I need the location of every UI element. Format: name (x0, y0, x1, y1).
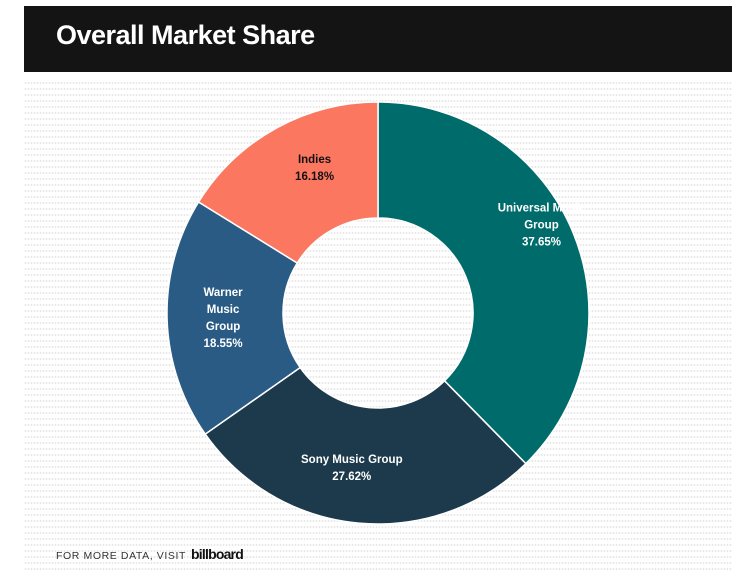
slice-name-label: Universal Music (498, 202, 586, 214)
slice-2 (166, 200, 302, 436)
slice-name-label: Warner (203, 287, 243, 299)
slice-value-label: 16.18% (295, 171, 334, 183)
billboard-logo[interactable]: billboard (191, 546, 244, 562)
slice-name-label: Group (206, 321, 241, 333)
slice-1 (204, 366, 527, 525)
slice-label-0: Universal Music Group 37.65% (498, 202, 586, 248)
slice-0 (377, 101, 590, 465)
slice-label-2: Warner Music Group 18.55% (203, 287, 243, 350)
slice-value-label: 18.55% (204, 338, 243, 350)
slice-name-label: Group (524, 219, 559, 231)
footer: FOR MORE DATA, VISIT billboard (56, 546, 244, 562)
title-bar: Overall Market Share (24, 6, 732, 72)
slice-value-label: 27.62% (332, 471, 371, 483)
slice-value-label: 37.65% (522, 236, 561, 248)
footer-text: FOR MORE DATA, VISIT (56, 550, 187, 562)
slice-3 (197, 101, 379, 265)
slice-name-label: Indies (298, 154, 331, 166)
slice-name-label: Music (207, 304, 240, 316)
slice-label-1: Sony Music Group 27.62% (301, 454, 403, 483)
slice-label-3: Indies 16.18% (295, 154, 334, 183)
chart-title: Overall Market Share (56, 20, 315, 50)
slice-name-label: Sony Music Group (301, 454, 403, 466)
